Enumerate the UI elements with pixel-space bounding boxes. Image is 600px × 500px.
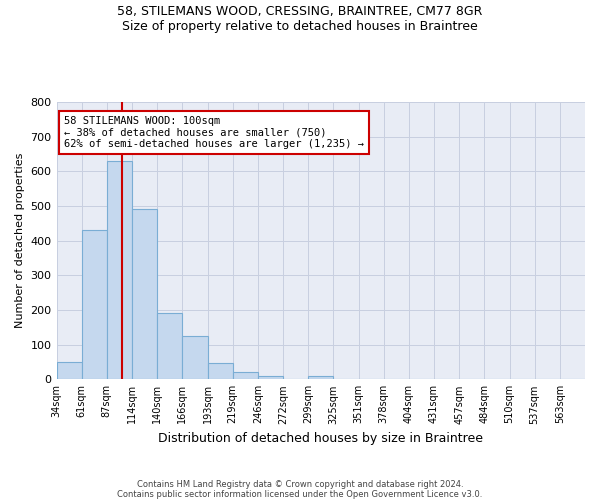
X-axis label: Distribution of detached houses by size in Braintree: Distribution of detached houses by size … [158, 432, 483, 445]
Text: 58 STILEMANS WOOD: 100sqm
← 38% of detached houses are smaller (750)
62% of semi: 58 STILEMANS WOOD: 100sqm ← 38% of detac… [64, 116, 364, 149]
Bar [107, 160, 132, 380]
Bar [258, 376, 283, 380]
Bar [182, 336, 208, 380]
Bar [308, 376, 334, 380]
Bar [132, 209, 157, 380]
Text: Contains HM Land Registry data © Crown copyright and database right 2024.
Contai: Contains HM Land Registry data © Crown c… [118, 480, 482, 499]
Y-axis label: Number of detached properties: Number of detached properties [15, 153, 25, 328]
Bar [56, 362, 82, 380]
Bar [157, 313, 182, 380]
Bar [233, 372, 258, 380]
Bar [208, 362, 233, 380]
Bar [82, 230, 107, 380]
Text: 58, STILEMANS WOOD, CRESSING, BRAINTREE, CM77 8GR
Size of property relative to d: 58, STILEMANS WOOD, CRESSING, BRAINTREE,… [118, 5, 482, 33]
